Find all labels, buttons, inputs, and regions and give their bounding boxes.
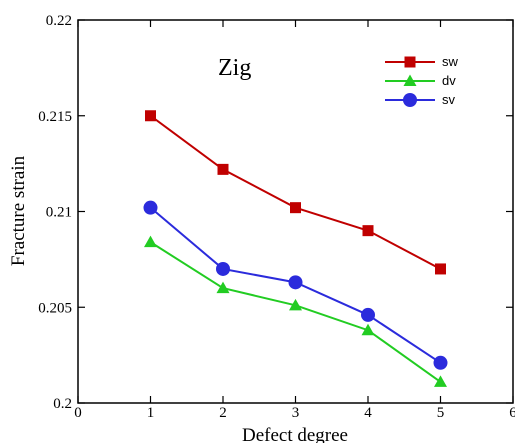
point-dv-5 [434,375,447,387]
x-tick-label-6: 6 [509,405,515,421]
series-layer [143,110,448,387]
legend-marker-sv [403,93,417,107]
point-sw-1 [145,110,156,122]
point-sv-5 [433,355,448,370]
legend-entry-sw: sw [385,54,459,69]
x-tick-label-3: 3 [292,405,300,421]
legend-marker-sw [404,56,416,68]
point-dv-1 [144,235,157,248]
chart-annotation: Zig [218,55,251,81]
point-sv-4 [361,307,375,322]
point-sw-5 [435,263,446,275]
legend-label-sv: sv [442,92,456,107]
y-tick-label-0.2: 0.2 [53,396,72,412]
x-tick-label-5: 5 [437,405,445,421]
series-sw [145,110,446,275]
point-sw-3 [290,202,301,214]
series-line-dv [149,241,442,383]
point-dv-3 [289,298,302,311]
y-tick-label-0.215: 0.215 [38,109,72,125]
point-sv-2 [216,261,230,276]
legend-label-sw: sw [442,54,459,69]
legend-entry-dv: dv [385,73,456,88]
point-sw-2 [217,163,229,175]
y-tick-label-0.22: 0.22 [46,13,72,29]
x-tick-label-0: 0 [74,405,82,421]
point-dv-4 [361,323,375,336]
x-tick-label-2: 2 [219,405,227,421]
series-line-sw [149,114,441,270]
point-sw-4 [362,225,374,237]
y-tick-label-0.21: 0.21 [46,205,72,221]
point-sv-1 [143,200,158,215]
legend: sw dv sv [385,54,459,107]
x-tick-label-1: 1 [147,405,155,421]
point-dv-2 [216,281,230,294]
y-axis-title: Fracture strain [8,155,29,266]
point-sv-3 [288,275,303,290]
x-axis-title: Defect degree [242,425,348,443]
legend-entry-sv: sv [385,92,456,107]
legend-label-dv: dv [442,73,456,88]
x-tick-label-4: 4 [364,405,372,421]
series-sv [143,200,448,370]
ticks-layer: 0 1 2 3 4 5 6 0.2 0.205 0.21 0.215 0.22 [38,13,515,421]
legend-marker-dv [403,74,417,86]
y-tick-label-0.205: 0.205 [38,300,72,316]
series-dv [144,235,447,387]
